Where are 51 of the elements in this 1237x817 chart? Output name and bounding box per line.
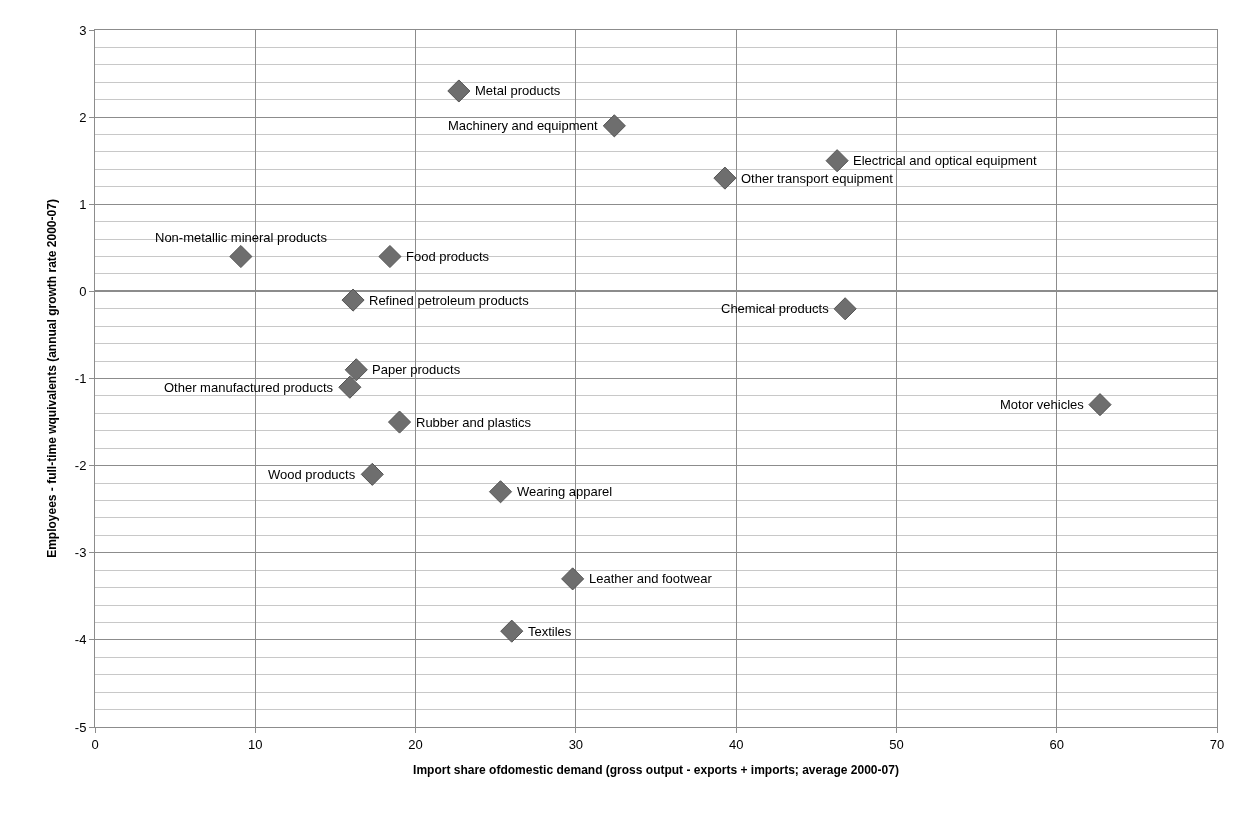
y-tick-label: -2: [74, 458, 87, 474]
annotation: Motor vehicles: [1000, 397, 1085, 412]
y-tick-label: -1: [74, 371, 87, 387]
point: [833, 297, 857, 321]
annotation: Other manufactured products: [164, 380, 334, 395]
annotation: Chemical products: [721, 301, 830, 316]
x-tick-label: 20: [408, 736, 423, 752]
point: [561, 567, 585, 591]
point: [360, 462, 384, 486]
y-tick-label: 3: [79, 22, 87, 38]
annotation: Other transport equipment: [741, 171, 894, 186]
point: [1088, 393, 1112, 417]
x-axis-title: Import share ofdomestic demand (gross output - exports + imports; average 2000-07): [413, 763, 899, 778]
y-tick-label: -5: [74, 719, 87, 735]
annotation: Refined petroleum products: [369, 293, 530, 308]
annotation: Metal products: [475, 83, 561, 98]
x-tick-label: 50: [889, 736, 904, 752]
annotation: Food products: [406, 249, 490, 264]
annotation: Paper products: [372, 362, 461, 377]
x-tick-label: 30: [568, 736, 584, 752]
annotation: Machinery and equipment: [448, 118, 598, 133]
annotation: Non-metallic mineral products: [155, 230, 328, 245]
point: [500, 619, 524, 643]
point: [825, 149, 849, 173]
x-tick-label: 60: [1049, 736, 1064, 752]
annotation: Electrical and optical equipment: [853, 153, 1037, 168]
annotation: Rubber and plastics: [416, 415, 532, 430]
annotation: Wood products: [268, 467, 356, 482]
point: [713, 166, 737, 190]
x-tick-label: 10: [248, 736, 263, 752]
point: [447, 79, 471, 103]
y-tick-label: 2: [79, 109, 87, 125]
x-tick-label: 0: [91, 736, 99, 752]
point: [229, 244, 253, 269]
point: [387, 410, 412, 434]
x-tick-label: 70: [1209, 736, 1225, 752]
point: [488, 480, 513, 504]
point: [338, 375, 362, 399]
y-axis-title: Employees - full-time wquivalents (annual growth rate 2000-07): [45, 199, 60, 558]
annotation: Wearing apparel: [517, 484, 613, 499]
point: [378, 244, 402, 269]
point: [344, 358, 368, 382]
y-tick-label: -3: [74, 545, 87, 561]
point: [341, 288, 365, 312]
x-tick-label: 40: [728, 736, 744, 752]
annotation: Textiles: [528, 624, 572, 639]
annotation: Leather and footwear: [589, 571, 713, 586]
y-tick-label: -4: [74, 632, 87, 648]
y-tick-label: 0: [79, 283, 87, 299]
point: [602, 114, 626, 138]
y-tick-label: 1: [79, 196, 87, 212]
